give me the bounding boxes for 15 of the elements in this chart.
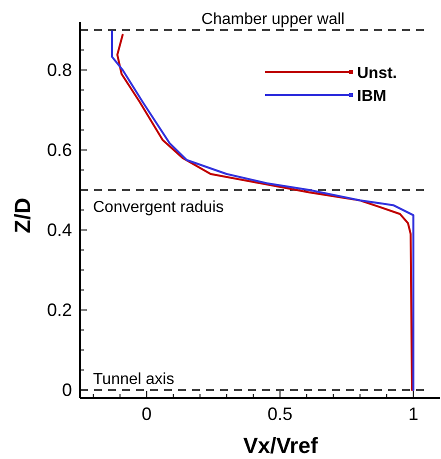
x-tick-label: 0.5 xyxy=(267,404,293,424)
y-tick-label: 0.2 xyxy=(46,300,72,320)
y-tick-label: 0 xyxy=(62,380,72,400)
legend-label: Unst. xyxy=(357,65,397,82)
y-axis-title: Z/D xyxy=(10,198,35,234)
y-tick-label: 0.6 xyxy=(46,140,72,160)
ref-line-label: Convergent raduis xyxy=(93,199,224,216)
ref-line-label: Tunnel axis xyxy=(93,371,174,388)
x-tick-label: 0 xyxy=(142,404,152,424)
y-tick-label: 0.4 xyxy=(46,220,72,240)
ref-line-label: Chamber upper wall xyxy=(201,11,345,28)
legend-label: IBM xyxy=(357,88,386,105)
x-axis-title: Vx/Vref xyxy=(243,433,318,458)
x-tick-label: 1 xyxy=(408,404,418,424)
y-tick-label: 0.8 xyxy=(46,60,72,80)
